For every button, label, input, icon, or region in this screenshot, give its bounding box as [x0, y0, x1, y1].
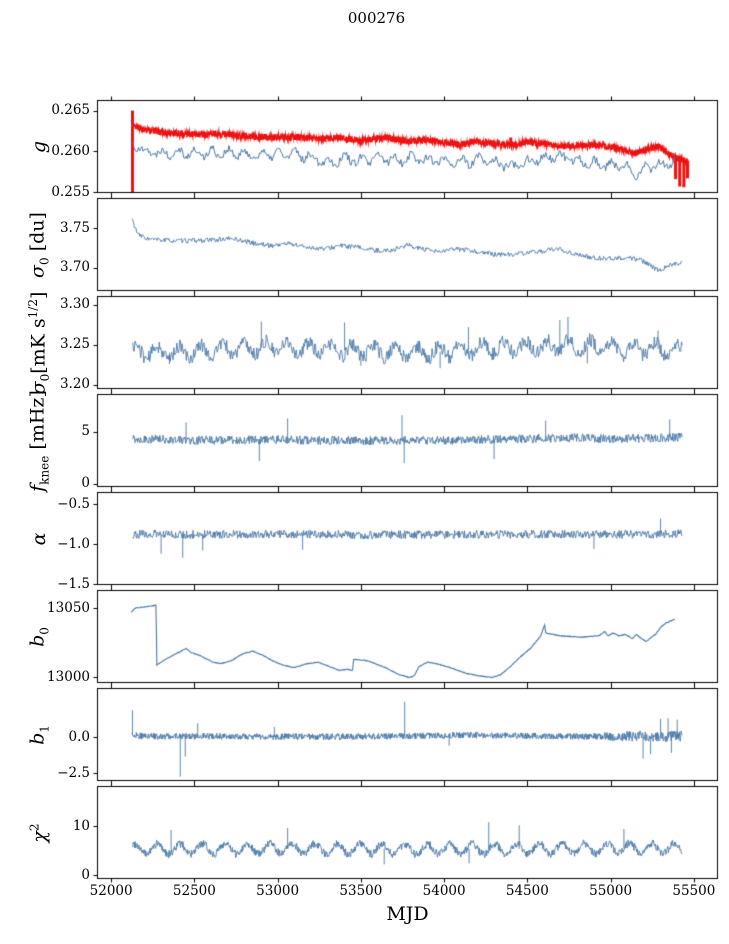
y-tick-label: −2.5: [57, 764, 90, 781]
y-tick-label: 0.260: [51, 142, 90, 159]
panel-ylabel-sigma0-du: σ0 [du]: [26, 211, 52, 278]
y-tick-label: 0.255: [51, 183, 90, 200]
y-tick-label: 3.30: [59, 296, 90, 313]
x-tick-label: 54000: [422, 883, 466, 899]
x-tick-label: 54500: [505, 883, 549, 899]
x-tick-label: 55000: [589, 883, 633, 899]
y-tick-label: −1.5: [57, 575, 90, 592]
y-tick-label: 0: [81, 475, 90, 492]
y-tick-label: 3.25: [59, 336, 90, 353]
panel-ylabel-chi2: χ2: [27, 822, 51, 843]
x-axis-label: MJD: [386, 903, 429, 925]
y-tick-label: 13000: [47, 668, 90, 685]
y-tick-label: 0.0: [68, 728, 90, 745]
panel-ylabel-sigma0-mK: σ0[mK s1/2]: [25, 291, 53, 394]
y-tick-label: −0.5: [57, 495, 90, 512]
x-tick-label: 52500: [172, 883, 216, 899]
panel-ylabel-f-knee: fknee [mHz]: [26, 389, 52, 492]
y-tick-label: 10: [72, 817, 90, 834]
y-tick-label: 3.75: [59, 219, 90, 236]
figure-title: 000276: [347, 9, 406, 27]
y-tick-label: 0: [81, 866, 90, 883]
y-tick-label: 3.70: [59, 259, 90, 276]
x-tick-label: 55500: [672, 883, 716, 899]
panel-ylabel-alpha: α: [28, 532, 50, 545]
y-tick-label: −1.0: [57, 535, 90, 552]
x-tick-label: 53500: [339, 883, 383, 899]
y-tick-label: 3.20: [59, 376, 90, 393]
panel-ylabel-b0: b0: [26, 626, 52, 647]
y-tick-label: 0.265: [51, 102, 90, 119]
panel-ylabel-b1: b1: [26, 724, 52, 745]
x-tick-label: 52000: [89, 883, 133, 899]
y-tick-label: 13050: [47, 599, 90, 616]
panel-ylabel-g: g: [28, 140, 50, 153]
y-tick-label: 5: [81, 423, 90, 440]
x-tick-label: 53000: [256, 883, 300, 899]
